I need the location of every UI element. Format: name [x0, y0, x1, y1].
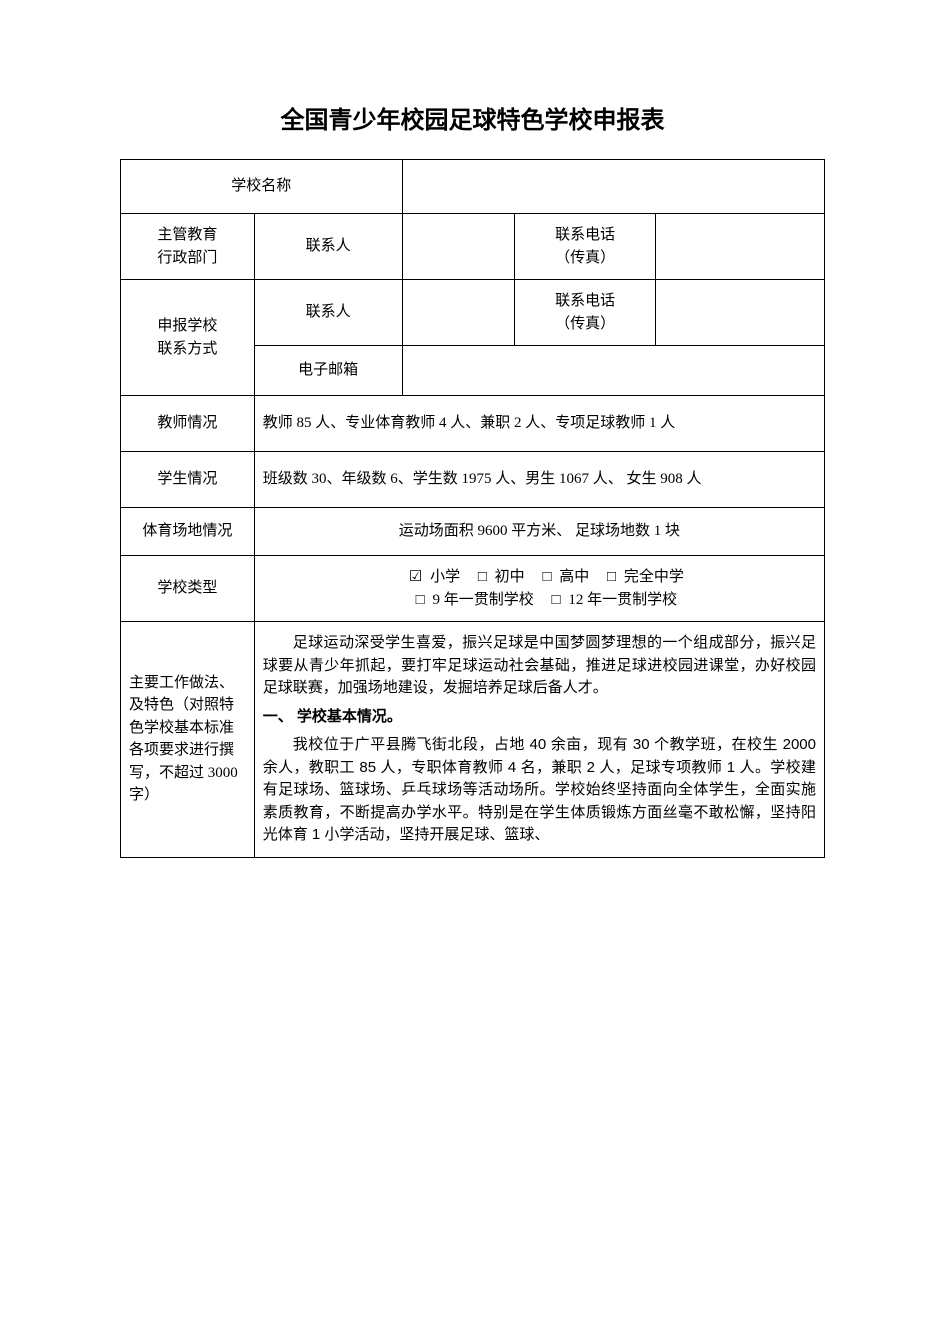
- label-teacher: 教师情况: [121, 396, 255, 452]
- label-school-name: 学校名称: [121, 160, 403, 214]
- label-email: 电子邮箱: [254, 346, 402, 396]
- row-field: 体育场地情况 运动场面积 9600 平方米、 足球场地数 1 块: [121, 508, 825, 556]
- label-school-phone: 联系电话 （传真）: [515, 280, 656, 346]
- label-authority-l2: 行政部门: [157, 250, 217, 266]
- form-title: 全国青少年校园足球特色学校申报表: [120, 100, 825, 135]
- value-email[interactable]: [402, 346, 824, 396]
- value-essay: 足球运动深受学生喜爱，振兴足球是中国梦圆梦理想的一个组成部分，振兴足球要从青少年…: [254, 622, 824, 858]
- opt-senior: 高中: [559, 569, 589, 585]
- label-essay: 主要工作做法、及特色（对照特色学校基本标准各项要求进行撰写，不超过 3000 字…: [121, 622, 255, 858]
- label-field: 体育场地情况: [121, 508, 255, 556]
- opt-junior: 初中: [495, 569, 525, 585]
- row-school-name: 学校名称: [121, 160, 825, 214]
- label-school-contact: 申报学校 联系方式: [121, 280, 255, 396]
- checkbox-primary-icon[interactable]: ☑: [409, 566, 422, 589]
- label-school-phone-l1: 联系电话: [555, 293, 615, 309]
- label-school-contact-person: 联系人: [254, 280, 402, 346]
- value-school-name[interactable]: [402, 160, 824, 214]
- label-authority-contact: 联系人: [254, 214, 402, 280]
- checkbox-twelve-icon[interactable]: □: [552, 589, 561, 612]
- checkbox-complete-icon[interactable]: □: [607, 566, 616, 589]
- checkbox-senior-icon[interactable]: □: [542, 566, 551, 589]
- value-authority-contact[interactable]: [402, 214, 515, 280]
- label-student: 学生情况: [121, 452, 255, 508]
- row-authority: 主管教育 行政部门 联系人 联系电话 （传真）: [121, 214, 825, 280]
- label-school-contact-l2: 联系方式: [157, 341, 217, 357]
- label-school-phone-l2: （传真）: [555, 316, 615, 332]
- opt-complete: 完全中学: [624, 569, 684, 585]
- value-school-phone[interactable]: [656, 280, 825, 346]
- value-authority-phone[interactable]: [656, 214, 825, 280]
- checkbox-nine-icon[interactable]: □: [416, 589, 425, 612]
- opt-nine: 9 年一贯制学校: [432, 592, 533, 608]
- value-school-contact-person[interactable]: [402, 280, 515, 346]
- label-authority-phone: 联系电话 （传真）: [515, 214, 656, 280]
- label-school-type: 学校类型: [121, 556, 255, 622]
- essay-p2: 我校位于广平县腾飞街北段，占地 40 余亩，现有 30 个教学班，在校生 200…: [263, 734, 816, 847]
- value-school-type: ☑ 小学 □ 初中 □ 高中 □ 完全中学 □ 9 年一贯制学校 □ 12 年一…: [254, 556, 824, 622]
- row-school-type: 学校类型 ☑ 小学 □ 初中 □ 高中 □ 完全中学 □ 9 年一贯制学校 □ …: [121, 556, 825, 622]
- row-teacher: 教师情况 教师 85 人、专业体育教师 4 人、兼职 2 人、专项足球教师 1 …: [121, 396, 825, 452]
- essay-heading-1: 一、 学校基本情况。: [263, 706, 816, 729]
- value-teacher: 教师 85 人、专业体育教师 4 人、兼职 2 人、专项足球教师 1 人: [254, 396, 824, 452]
- opt-primary: 小学: [430, 569, 460, 585]
- opt-twelve: 12 年一贯制学校: [568, 592, 677, 608]
- label-phone-l2: （传真）: [555, 250, 615, 266]
- essay-p1: 足球运动深受学生喜爱，振兴足球是中国梦圆梦理想的一个组成部分，振兴足球要从青少年…: [263, 632, 816, 700]
- application-form-table: 学校名称 主管教育 行政部门 联系人 联系电话 （传真） 申报学校 联系方式 联…: [120, 159, 825, 858]
- row-student: 学生情况 班级数 30、年级数 6、学生数 1975 人、男生 1067 人、 …: [121, 452, 825, 508]
- value-student: 班级数 30、年级数 6、学生数 1975 人、男生 1067 人、 女生 90…: [254, 452, 824, 508]
- label-school-contact-l1: 申报学校: [157, 318, 217, 334]
- checkbox-junior-icon[interactable]: □: [478, 566, 487, 589]
- value-field: 运动场面积 9600 平方米、 足球场地数 1 块: [254, 508, 824, 556]
- label-authority-l1: 主管教育: [157, 227, 217, 243]
- row-essay: 主要工作做法、及特色（对照特色学校基本标准各项要求进行撰写，不超过 3000 字…: [121, 622, 825, 858]
- row-school-contact-person: 申报学校 联系方式 联系人 联系电话 （传真）: [121, 280, 825, 346]
- label-authority: 主管教育 行政部门: [121, 214, 255, 280]
- label-phone-l1: 联系电话: [555, 227, 615, 243]
